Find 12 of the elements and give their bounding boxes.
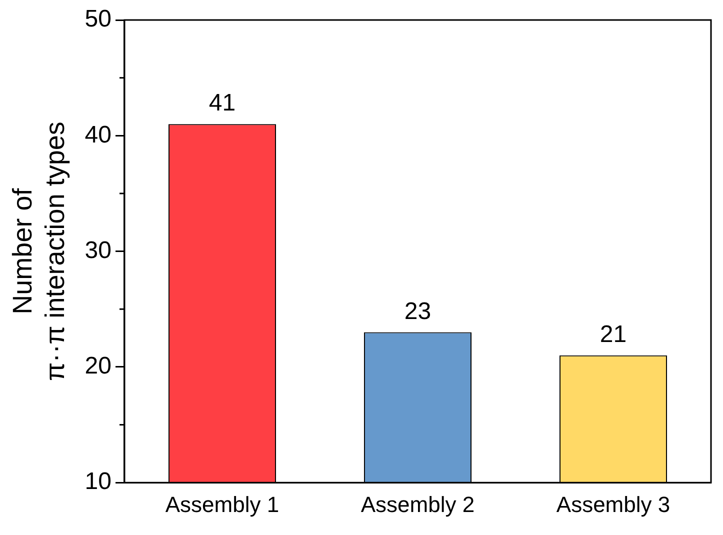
data-label: 41 [208,90,236,117]
x-tick-label: Assembly 2 [360,492,475,517]
x-tick-label: Assembly 3 [556,492,670,517]
data-label: 23 [404,298,432,325]
y-axis-title: Number of π··π interaction types [8,122,70,381]
y-tick-label: 10 [84,468,112,496]
y-tick-label: 20 [84,352,112,380]
y-tick-label: 30 [84,236,112,264]
x-tick-label: Assembly 1 [165,492,280,517]
y-tick-label: 50 [84,6,112,33]
data-label: 21 [600,321,627,348]
y-tick-label: 40 [84,121,112,148]
